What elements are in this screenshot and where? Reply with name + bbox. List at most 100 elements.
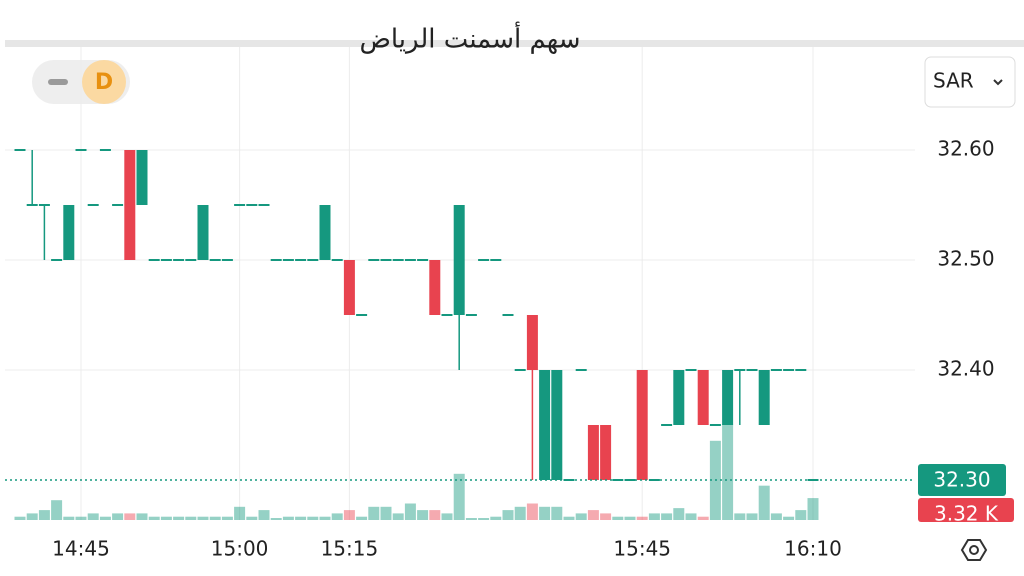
candle-body (746, 369, 758, 371)
volume-bar (490, 516, 502, 520)
volume-bar (612, 516, 624, 520)
candle-body (441, 314, 453, 316)
candle-body (758, 370, 770, 425)
y-tick-label: 32.40 (937, 357, 994, 381)
currency-box[interactable] (924, 56, 1016, 108)
candle-body (526, 315, 538, 370)
candle-body (563, 479, 575, 481)
collapse-icon[interactable] (48, 79, 68, 85)
volume-bar (795, 510, 807, 520)
candle-body (417, 259, 429, 261)
candle-body (356, 314, 368, 316)
x-tick-label: 15:00 (211, 537, 269, 561)
volume-bar (453, 473, 465, 520)
candle-body (185, 259, 197, 261)
volume-bar (282, 516, 294, 520)
candle-body (26, 204, 38, 206)
volume-bar (331, 513, 343, 520)
volume-bar (356, 516, 368, 520)
candle-body (112, 204, 124, 206)
volume-bar (380, 506, 392, 520)
last-price-box (918, 464, 1006, 496)
volume-bar (173, 516, 185, 520)
candle-body (136, 150, 148, 205)
candle-body (87, 204, 99, 206)
chart-title: سهم أسمنت الرياض (359, 21, 580, 55)
settings-dot (969, 545, 979, 555)
candle-body (600, 425, 612, 480)
volume-bar (807, 498, 819, 520)
volume-bar (185, 516, 197, 520)
volume-bar (746, 513, 758, 520)
candle-body (221, 259, 233, 261)
volume-bar (26, 513, 38, 520)
candle-body (307, 259, 319, 261)
volume-bar (587, 510, 599, 520)
settings-button[interactable] (960, 539, 988, 561)
candle-body (770, 369, 782, 371)
y-tick-label: 32.60 (937, 137, 994, 161)
volume-bar (478, 518, 490, 520)
candle-body (453, 205, 465, 315)
volume-bar (87, 513, 99, 520)
candle-body (258, 204, 270, 206)
volume-bar (770, 513, 782, 520)
candle-body (99, 149, 111, 151)
volume-bar (539, 506, 551, 520)
volume-bar (722, 424, 734, 520)
volume-bar (392, 513, 404, 520)
volume-bar (368, 506, 380, 520)
volume-bar (124, 513, 136, 520)
volume-bar (307, 516, 319, 520)
candle-body (246, 204, 258, 206)
volume-bar (404, 503, 416, 520)
currency-select[interactable]: SAR (924, 56, 1016, 108)
candle-body (465, 314, 477, 316)
volume-bar (246, 516, 258, 520)
axis-mask (0, 522, 1024, 536)
candle-body (160, 259, 172, 261)
last-volume-label: 3.32 K (934, 502, 999, 526)
candle-body (270, 259, 282, 261)
volume-bar (673, 508, 685, 520)
plot (5, 47, 915, 520)
volume-bar (160, 516, 172, 520)
volume-bar (734, 513, 746, 520)
volume-bar (429, 510, 441, 520)
candle-body (636, 370, 648, 480)
currency-label[interactable]: SAR (933, 69, 974, 93)
volume-bar (319, 516, 331, 520)
candle-body (197, 205, 209, 260)
candle-body (734, 369, 746, 371)
candle-body (575, 369, 587, 371)
candle-body (343, 260, 355, 315)
volume-bar (63, 516, 75, 520)
candle-body (124, 150, 136, 260)
volume-bar (636, 516, 648, 520)
settings-icon[interactable] (960, 539, 988, 561)
volume-bar (563, 516, 575, 520)
volume-bar (343, 510, 355, 520)
candle-body (685, 369, 697, 371)
volume-bar (75, 516, 87, 520)
volume-bar (526, 503, 538, 520)
candle-body (539, 370, 551, 480)
volume-bar (295, 516, 307, 520)
candle-body (612, 479, 624, 481)
volume-bar (758, 485, 770, 520)
x-tick-label: 15:15 (321, 537, 379, 561)
last-volume-box (918, 498, 1014, 522)
candle-body (209, 259, 221, 261)
candle-body (63, 205, 75, 260)
candle-body (783, 369, 795, 371)
volume-bar (502, 510, 514, 520)
candle-body (404, 259, 416, 261)
volume-bar (685, 513, 697, 520)
volume-bar (209, 516, 221, 520)
volume-bar (270, 518, 282, 520)
interval-label[interactable]: D (95, 70, 113, 95)
x-tick-label: 14:45 (52, 537, 110, 561)
volume-bar (661, 513, 673, 520)
candle-body (587, 425, 599, 480)
